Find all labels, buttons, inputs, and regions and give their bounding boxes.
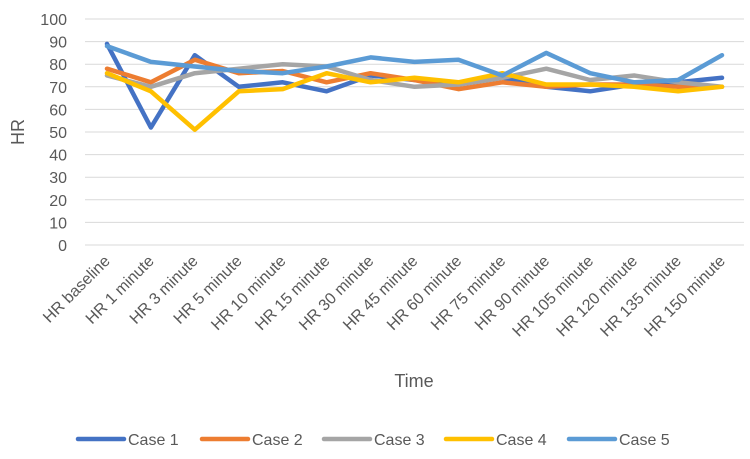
- legend-label: Case 1: [128, 432, 179, 449]
- y-tick-label: 100: [40, 12, 67, 29]
- y-tick-label: 90: [49, 35, 67, 52]
- y-tick-label: 10: [49, 215, 67, 232]
- y-tick-label: 40: [49, 148, 67, 165]
- y-tick-label: 20: [49, 193, 67, 210]
- x-tick-label: HR 150 minute: [641, 253, 729, 341]
- legend: Case 1 Case 2 Case 3 Case 4 Case 5: [75, 432, 670, 449]
- y-tick-label: 0: [58, 238, 67, 255]
- y-tick-label: 70: [49, 80, 67, 97]
- series-lines: [104, 41, 725, 132]
- y-axis-ticks: 0 10 20 30 40 50 60 70 80 90 100: [40, 12, 67, 255]
- y-tick-label: 60: [49, 102, 67, 119]
- legend-label: Case 5: [619, 432, 670, 449]
- x-axis-title: Time: [394, 371, 433, 391]
- y-axis-title: HR: [8, 119, 28, 145]
- legend-label: Case 2: [252, 432, 303, 449]
- series-line-case-5: [104, 43, 725, 85]
- y-tick-label: 80: [49, 57, 67, 74]
- y-tick-label: 50: [49, 125, 67, 142]
- y-tick-label: 30: [49, 170, 67, 187]
- grid-lines: [85, 18, 744, 246]
- legend-label: Case 4: [496, 432, 547, 449]
- series-line-case-4: [104, 70, 725, 132]
- legend-label: Case 3: [374, 432, 425, 449]
